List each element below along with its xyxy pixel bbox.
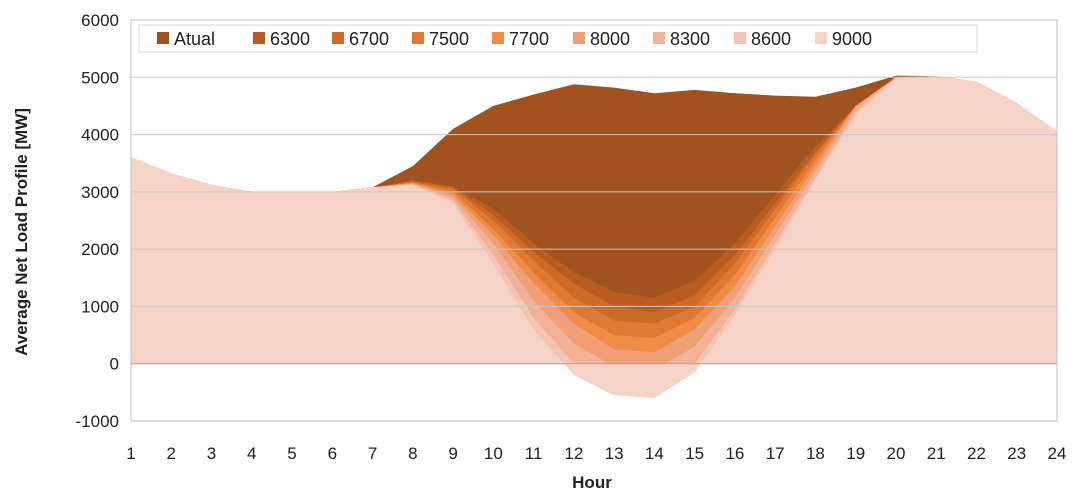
x-tick-label: 9	[448, 444, 457, 463]
x-tick-label: 15	[685, 444, 704, 463]
x-tick-label: 8	[408, 444, 417, 463]
x-tick-label: 24	[1048, 444, 1067, 463]
legend-item-8000: 8000	[573, 29, 630, 49]
x-axis-title: Hour	[572, 473, 612, 492]
legend-swatch	[653, 32, 665, 44]
legend-item-7700: 7700	[492, 29, 549, 49]
x-tick-label: 2	[167, 444, 176, 463]
legend-item-atual: Atual	[157, 29, 215, 49]
y-tick-label: 3000	[81, 183, 119, 202]
x-tick-label: 5	[287, 444, 296, 463]
legend: Atual 6300 6700 7500 7700 8000 8300 8600 9000	[138, 24, 978, 53]
legend-item-6700: 6700	[332, 29, 389, 49]
area-series-9000	[131, 76, 1057, 399]
legend-label: Atual	[174, 29, 215, 49]
x-tick-label: 22	[967, 444, 986, 463]
y-tick-label: 5000	[81, 68, 119, 87]
x-tick-label: 13	[605, 444, 624, 463]
legend-item-8300: 8300	[653, 29, 710, 49]
x-tick-label: 16	[725, 444, 744, 463]
legend-swatch	[412, 32, 424, 44]
y-tick-label: 6000	[81, 11, 119, 30]
y-tick-label: 0	[110, 355, 119, 374]
legend-label: 9000	[832, 29, 872, 49]
x-tick-label: 11	[525, 444, 543, 463]
legend-item-6300: 6300	[253, 29, 310, 49]
x-tick-label: 14	[645, 444, 664, 463]
legend-swatch	[157, 32, 169, 44]
legend-label: 8000	[590, 29, 630, 49]
y-axis-ticks: -1000 0 1000 2000 3000 4000 5000 6000	[76, 11, 119, 431]
y-tick-label: -1000	[76, 412, 119, 431]
legend-swatch	[492, 32, 504, 44]
y-tick-label: 2000	[81, 240, 119, 259]
x-tick-label: 10	[484, 444, 503, 463]
legend-swatch	[573, 32, 585, 44]
x-tick-label: 17	[766, 444, 785, 463]
x-tick-label: 4	[247, 444, 256, 463]
legend-swatch	[734, 32, 746, 44]
y-tick-label: 4000	[81, 126, 119, 145]
x-tick-label: 21	[927, 444, 946, 463]
legend-swatch	[815, 32, 827, 44]
x-tick-label: 3	[207, 444, 216, 463]
x-tick-label: 19	[846, 444, 865, 463]
legend-label: 8600	[751, 29, 791, 49]
legend-item-8600: 8600	[734, 29, 791, 49]
legend-label: 7500	[429, 29, 469, 49]
y-axis-title: Average Net Load Profile [MW]	[12, 108, 31, 356]
x-tick-label: 12	[564, 444, 583, 463]
x-tick-label: 18	[806, 444, 825, 463]
area-series-group	[131, 75, 1057, 399]
x-tick-label: 6	[328, 444, 337, 463]
x-tick-label: 23	[1007, 444, 1026, 463]
legend-label: 6700	[349, 29, 389, 49]
plot-border	[130, 19, 1058, 422]
legend-label: 6300	[270, 29, 310, 49]
legend-box	[138, 24, 978, 53]
legend-label: 8300	[670, 29, 710, 49]
x-tick-label: 1	[126, 444, 135, 463]
legend-label: 7700	[509, 29, 549, 49]
y-tick-label: 1000	[81, 297, 119, 316]
legend-item-9000: 9000	[815, 29, 872, 49]
legend-swatch	[332, 32, 344, 44]
legend-swatch	[253, 32, 265, 44]
x-tick-label: 20	[886, 444, 905, 463]
gridlines	[131, 76, 1057, 365]
legend-item-7500: 7500	[412, 29, 469, 49]
x-axis-ticks: 1 2 3 4 5 6 7 8 9 10 11 12 13 14 15 16 17 18 19 20 21 22 23 24	[126, 444, 1066, 463]
x-tick-label: 7	[368, 444, 377, 463]
